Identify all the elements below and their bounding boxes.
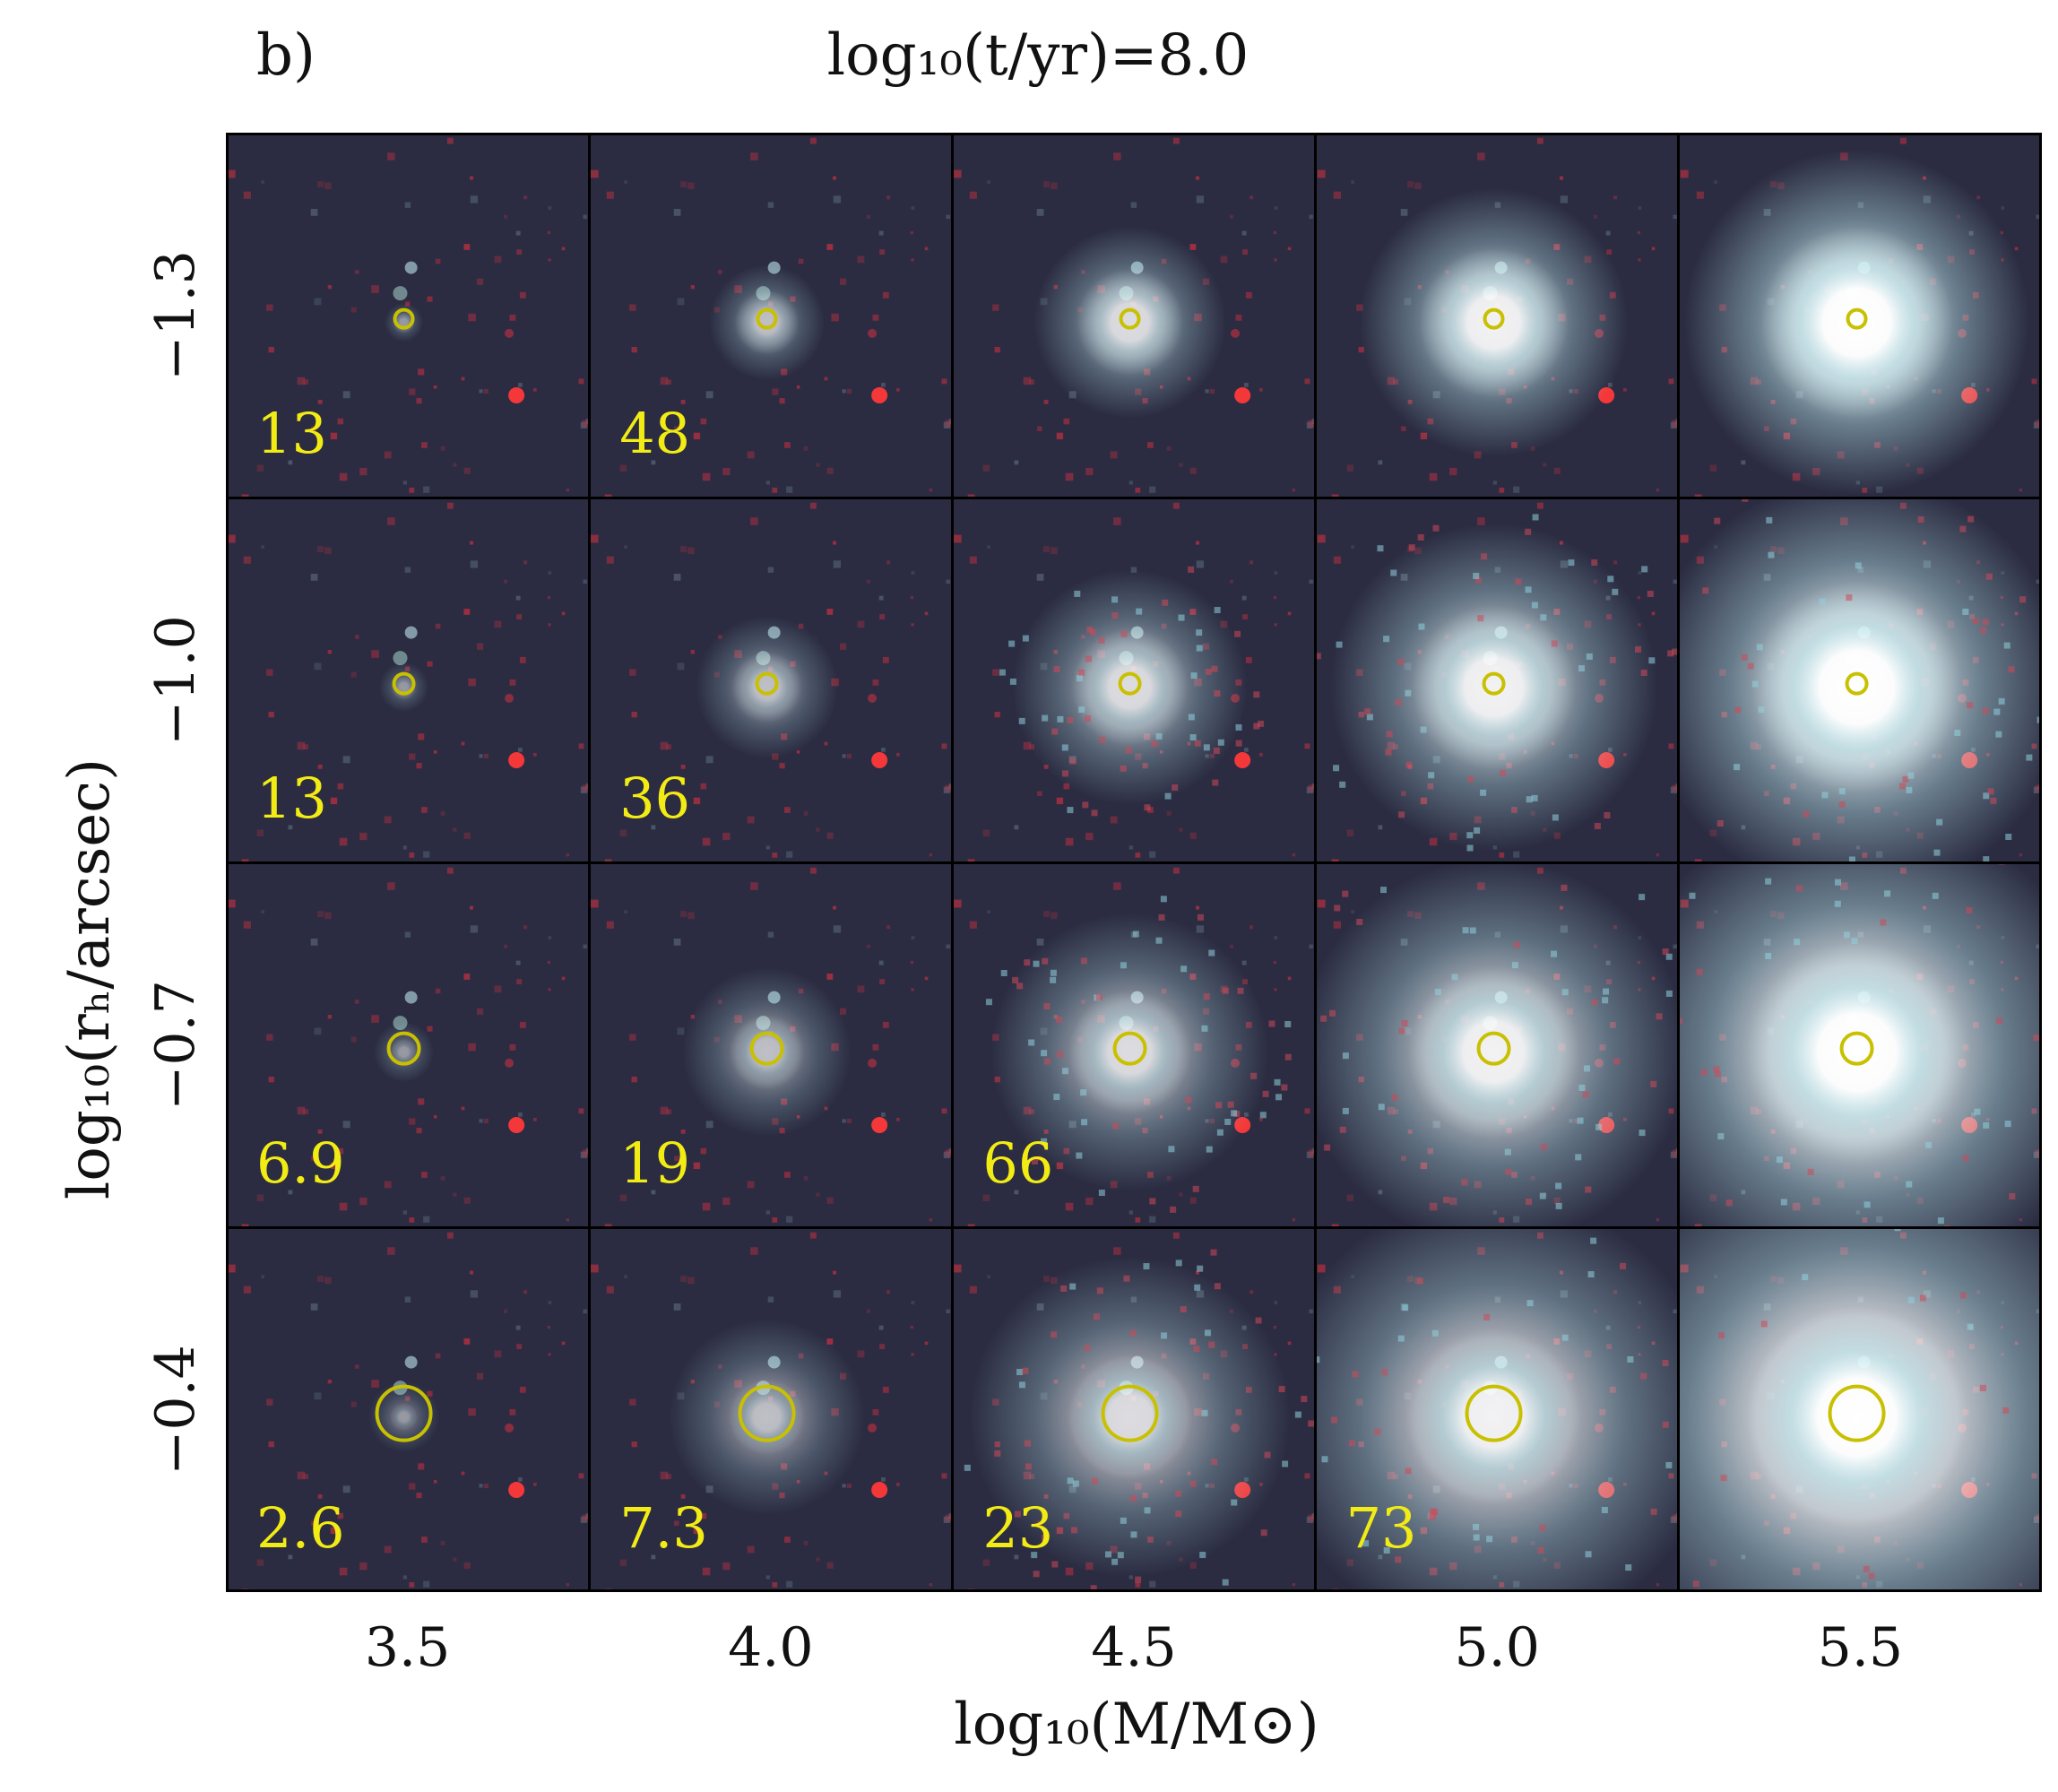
x-tick-label: 4.5 bbox=[1091, 1616, 1177, 1679]
x-tick-label: 5.5 bbox=[1817, 1616, 1904, 1679]
y-tick-label: −1.0 bbox=[144, 614, 207, 746]
cutout-r3-c2: 23 bbox=[952, 1227, 1316, 1592]
snr-label: 19 bbox=[619, 1130, 691, 1196]
cutout-r3-c4 bbox=[1678, 1227, 2042, 1592]
snr-label: 73 bbox=[1345, 1495, 1417, 1561]
cutout-r1-c3 bbox=[1315, 498, 1679, 862]
cutout-image bbox=[589, 862, 953, 1227]
cutout-image bbox=[589, 498, 953, 862]
cutout-r2-c1: 19 bbox=[589, 862, 953, 1227]
cutout-image bbox=[226, 498, 590, 862]
x-tick-label: 3.5 bbox=[364, 1616, 451, 1679]
cutout-image bbox=[1678, 1227, 2042, 1592]
x-tick-label: 5.0 bbox=[1454, 1616, 1540, 1679]
cutout-image bbox=[1315, 133, 1679, 498]
snr-label: 7.3 bbox=[619, 1495, 708, 1561]
image-grid: 13 48 13 36 6.9 19 66 2.6 7.3 23 73 bbox=[226, 133, 2042, 1592]
snr-label: 6.9 bbox=[256, 1130, 345, 1196]
grid-divider bbox=[226, 496, 2042, 499]
cutout-r1-c0: 13 bbox=[226, 498, 590, 862]
cutout-image bbox=[952, 498, 1316, 862]
y-tick-label: −0.4 bbox=[144, 1344, 207, 1476]
cutout-r1-c2 bbox=[952, 498, 1316, 862]
snr-label: 2.6 bbox=[256, 1495, 345, 1561]
cutout-r0-c4 bbox=[1678, 133, 2042, 498]
grid-divider bbox=[226, 1225, 2042, 1229]
panel-label: b) bbox=[256, 22, 316, 89]
cutout-image bbox=[952, 862, 1316, 1227]
cutout-image bbox=[226, 1227, 590, 1592]
figure-title: log₁₀(t/yr)=8.0 bbox=[826, 22, 1250, 89]
grid-divider bbox=[226, 861, 2042, 864]
snr-label: 23 bbox=[982, 1495, 1054, 1561]
x-tick-label: 4.0 bbox=[728, 1616, 814, 1679]
cutout-r2-c3 bbox=[1315, 862, 1679, 1227]
cutout-image bbox=[226, 862, 590, 1227]
cutout-r2-c0: 6.9 bbox=[226, 862, 590, 1227]
snr-label: 66 bbox=[982, 1130, 1054, 1196]
snr-label: 13 bbox=[256, 401, 327, 466]
cutout-r0-c1: 48 bbox=[589, 133, 953, 498]
cutout-r3-c3: 73 bbox=[1315, 1227, 1679, 1592]
cutout-image bbox=[589, 133, 953, 498]
cutout-image bbox=[1315, 498, 1679, 862]
y-tick-label: −0.7 bbox=[144, 979, 207, 1111]
cutout-r3-c1: 7.3 bbox=[589, 1227, 953, 1592]
cutout-r1-c1: 36 bbox=[589, 498, 953, 862]
cutout-image bbox=[1678, 133, 2042, 498]
cutout-image bbox=[1315, 862, 1679, 1227]
cutout-r0-c3 bbox=[1315, 133, 1679, 498]
cutout-r0-c0: 13 bbox=[226, 133, 590, 498]
y-tick-label: −1.3 bbox=[144, 249, 207, 381]
snr-label: 13 bbox=[256, 766, 327, 831]
cutout-r2-c4 bbox=[1678, 862, 2042, 1227]
cutout-image bbox=[952, 1227, 1316, 1592]
cutout-image bbox=[1678, 862, 2042, 1227]
x-axis-label: log₁₀(M/M⊙) bbox=[954, 1692, 1319, 1758]
cutout-r0-c2 bbox=[952, 133, 1316, 498]
cutout-r3-c0: 2.6 bbox=[226, 1227, 590, 1592]
snr-label: 36 bbox=[619, 766, 691, 831]
snr-label: 48 bbox=[619, 401, 691, 466]
cutout-r2-c2: 66 bbox=[952, 862, 1316, 1227]
cutout-image bbox=[1315, 1227, 1679, 1592]
y-axis-label: log₁₀(rₕ/arcsec) bbox=[56, 757, 123, 1200]
cutout-image bbox=[226, 133, 590, 498]
cutout-image bbox=[589, 1227, 953, 1592]
cutout-r1-c4 bbox=[1678, 498, 2042, 862]
cutout-image bbox=[1678, 498, 2042, 862]
cutout-image bbox=[952, 133, 1316, 498]
